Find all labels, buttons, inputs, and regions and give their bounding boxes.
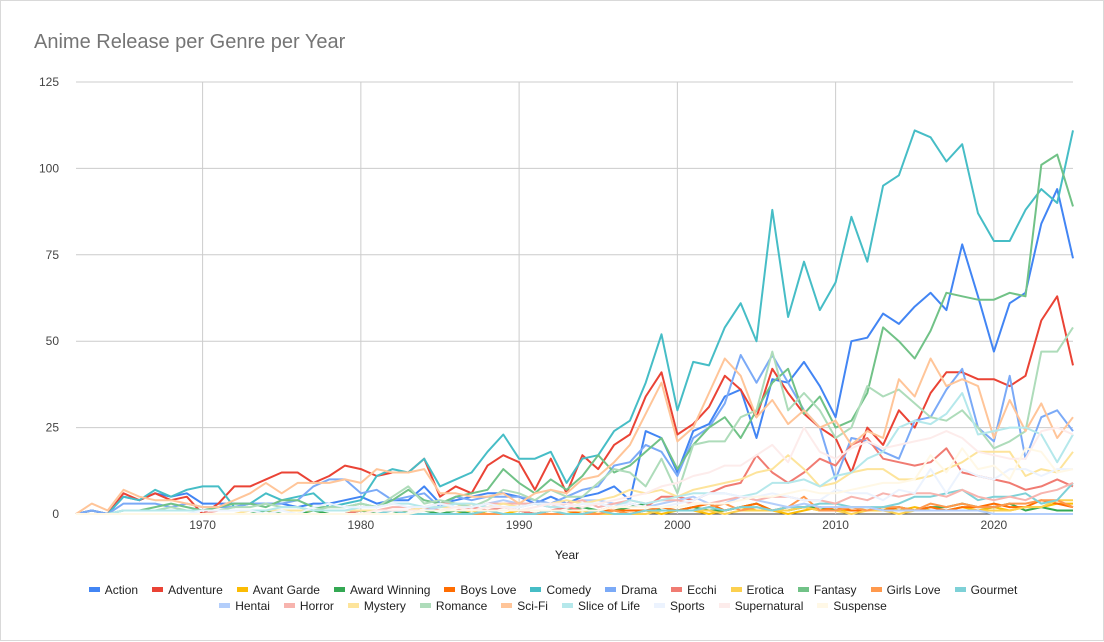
legend-label: Comedy — [546, 583, 592, 597]
legend-item-girls-love[interactable]: Girls Love — [870, 582, 941, 598]
legend-label: Avant Garde — [252, 583, 320, 597]
legend-swatch — [333, 587, 345, 593]
legend-item-award-winning[interactable]: Award Winning — [333, 582, 431, 598]
legend-swatch — [219, 603, 231, 609]
series-lines — [75, 129, 1074, 515]
series-line-drama — [75, 354, 1074, 515]
series-line-adventure — [75, 295, 1074, 515]
legend-item-adventure[interactable]: Adventure — [152, 582, 223, 598]
series-line-suspense — [76, 447, 1074, 515]
legend-label: Ecchi — [687, 583, 717, 597]
y-tick-label: 50 — [46, 334, 60, 348]
y-tick-label: 0 — [52, 507, 59, 521]
legend-swatch — [870, 587, 882, 593]
legend-swatch — [605, 587, 617, 593]
legend-label: Supernatural — [734, 599, 804, 613]
y-tick-label: 75 — [46, 248, 60, 262]
legend-label: Mystery — [363, 599, 406, 613]
legend-swatch — [283, 603, 295, 609]
legend-swatch — [152, 587, 164, 593]
legend-item-sci-fi[interactable]: Sci-Fi — [501, 598, 548, 614]
legend-label: Action — [104, 583, 139, 597]
legend-label: Girls Love — [886, 583, 941, 597]
legend-swatch — [561, 603, 573, 609]
legend-item-action[interactable]: Action — [88, 582, 139, 598]
legend-swatch — [730, 587, 742, 593]
legend-item-ecchi[interactable]: Ecchi — [671, 582, 717, 598]
legend-item-supernatural[interactable]: Supernatural — [718, 598, 804, 614]
legend-swatch — [236, 587, 248, 593]
legend-item-boys-love[interactable]: Boys Love — [444, 582, 516, 598]
legend-swatch — [530, 587, 542, 593]
x-tick-label: 2000 — [664, 518, 691, 532]
legend-swatch — [419, 603, 431, 609]
legend-item-romance[interactable]: Romance — [419, 598, 488, 614]
legend-swatch — [718, 603, 730, 609]
x-tick-label: 2020 — [981, 518, 1008, 532]
legend-label: Boys Love — [460, 583, 517, 597]
series-line-sci-fi — [75, 357, 1074, 515]
legend-label: Horror — [299, 599, 334, 613]
legend-item-avant-garde[interactable]: Avant Garde — [236, 582, 320, 598]
legend-item-hentai[interactable]: Hentai — [219, 598, 270, 614]
legend-label: Suspense — [833, 599, 887, 613]
legend-label: Gourmet — [970, 583, 1018, 597]
series-line-comedy — [75, 129, 1074, 515]
legend-swatch — [797, 587, 809, 593]
x-tick-label: 2010 — [822, 518, 849, 532]
legend-item-drama[interactable]: Drama — [605, 582, 657, 598]
legend-swatch — [347, 603, 359, 609]
legend-swatch — [954, 587, 966, 593]
legend-item-horror[interactable]: Horror — [283, 598, 334, 614]
legend-label: Sci-Fi — [517, 599, 548, 613]
y-tick-label: 100 — [39, 161, 59, 175]
series-line-mystery — [76, 450, 1074, 515]
y-tick-label: 25 — [46, 421, 60, 435]
series-line-fantasy — [76, 153, 1074, 515]
legend-swatch — [654, 603, 665, 609]
x-tick-label: 1970 — [189, 518, 216, 532]
legend-label: Erotica — [746, 583, 784, 597]
legend-item-slice-of-life[interactable]: Slice of Life — [561, 598, 640, 614]
legend-label: Fantasy — [813, 583, 857, 597]
legend-item-mystery[interactable]: Mystery — [347, 598, 406, 614]
legend-swatch — [671, 587, 683, 593]
x-tick-label: 1990 — [506, 518, 533, 532]
x-axis-title: Year — [555, 548, 579, 562]
legend-label: Slice of Life — [577, 599, 640, 613]
legend-label: Adventure — [168, 583, 223, 597]
y-tick-label: 125 — [39, 75, 59, 89]
axis-ticks: 0 25 50 75 100 125 1970 1980 1990 2000 2010 2020 — [39, 75, 1008, 532]
legend-label: Hentai — [235, 599, 270, 613]
legend-item-sports[interactable]: Sports — [654, 598, 705, 614]
legend-label: Sports — [670, 599, 705, 613]
legend-label: Award Winning — [349, 583, 431, 597]
chart-title: Anime Release per Genre per Year — [34, 31, 346, 53]
legend-label: Drama — [621, 583, 658, 597]
legend-label: Romance — [435, 599, 488, 613]
legend-swatch — [817, 603, 829, 609]
legend: Action Adventure Avant Garde Award Winning B… — [21, 582, 1085, 614]
legend-item-comedy[interactable]: Comedy — [530, 582, 591, 598]
legend-item-gourmet[interactable]: Gourmet — [954, 582, 1018, 598]
legend-swatch — [501, 603, 513, 609]
legend-item-fantasy[interactable]: Fantasy — [797, 582, 857, 598]
x-tick-label: 1980 — [348, 518, 375, 532]
series-line-romance — [76, 326, 1074, 515]
legend-swatch — [88, 587, 100, 593]
legend-item-erotica[interactable]: Erotica — [730, 582, 784, 598]
legend-swatch — [444, 587, 456, 593]
legend-item-suspense[interactable]: Suspense — [817, 598, 887, 614]
